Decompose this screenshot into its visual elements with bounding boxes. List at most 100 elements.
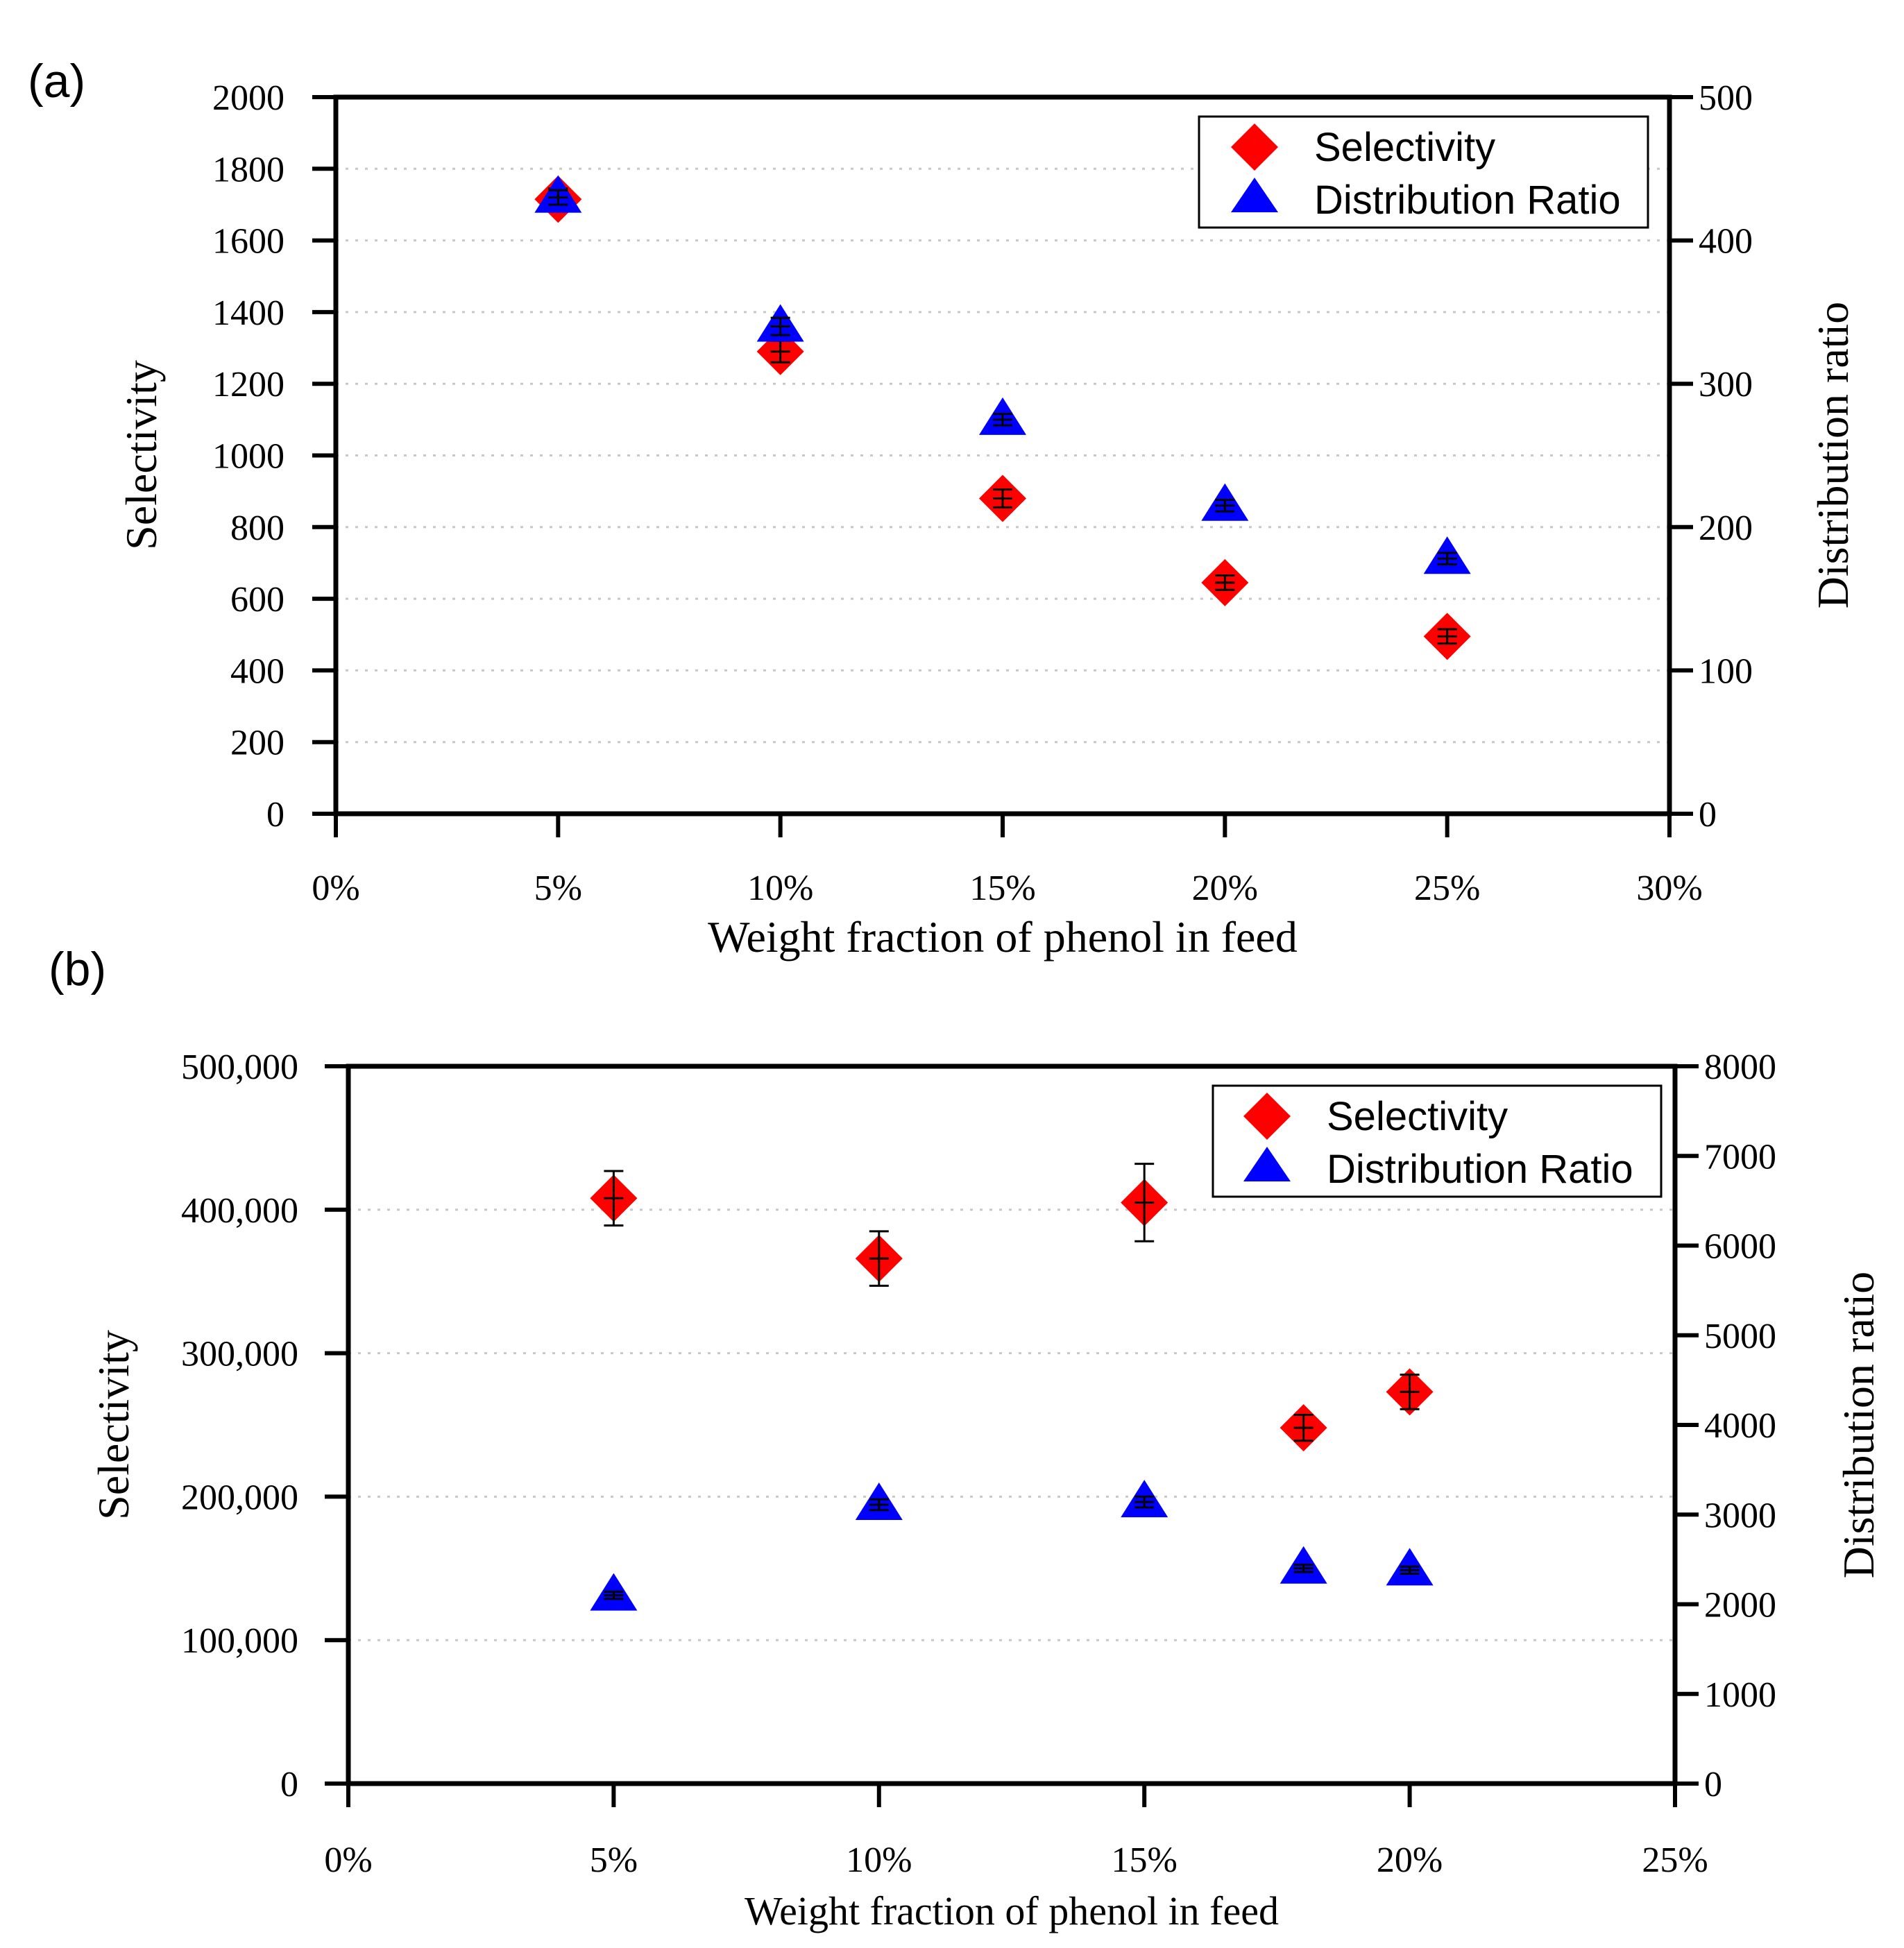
- y-right-ticks-a: 0 100 200 300 400 500: [1669, 78, 1753, 835]
- x-tick-label-b-1: 5%: [590, 1840, 638, 1880]
- selectivity-point-a-4: [1423, 613, 1471, 660]
- y-right-tick-label-a-2: 200: [1699, 509, 1753, 548]
- y-right-tick-label-b-7: 7000: [1704, 1137, 1776, 1177]
- legend-triangle-marker-b: [1243, 1147, 1291, 1181]
- x-tick-label-a-4: 20%: [1192, 869, 1258, 908]
- x-ticks-b: 0% 5% 10% 15% 20% 25%: [324, 1784, 1708, 1880]
- selectivity-error-bar-b-2: [1134, 1163, 1155, 1242]
- y-left-tick-label-a-8: 1600: [212, 222, 284, 262]
- distribution-error-bar-a-2: [993, 413, 1012, 427]
- x-tick-label-b-0: 0%: [324, 1840, 372, 1880]
- selectivity-point-b-2: [1121, 1163, 1168, 1242]
- distribution-point-b-2: [1121, 1480, 1168, 1518]
- chart-panel-a: (a) 0% 5% 10% 15% 20% 25% 30% 0 200 400 600 800 100…: [28, 55, 1858, 962]
- distribution-error-bar-b-4: [1400, 1565, 1420, 1575]
- x-ticks-a: 0% 5% 10% 15% 20% 25% 30%: [312, 814, 1703, 908]
- distribution-point-b-3: [1280, 1546, 1327, 1584]
- y-left-axis-title-b: Selectivity: [89, 1330, 138, 1520]
- distribution-error-bar-b-3: [1293, 1564, 1314, 1573]
- y-right-axis-title-a: Distribution ratio: [1808, 302, 1858, 609]
- selectivity-point-a-3: [1201, 558, 1249, 606]
- legend-label-distribution-b: Distribution Ratio: [1327, 1147, 1633, 1192]
- y-right-axis-title-b: Distribution ratio: [1834, 1272, 1883, 1579]
- y-right-tick-label-b-5: 5000: [1704, 1317, 1776, 1356]
- y-left-tick-label-b-4: 400,000: [181, 1191, 298, 1231]
- selectivity-error-bar-b-0: [604, 1170, 624, 1227]
- selectivity-error-bar-b-1: [869, 1230, 889, 1287]
- x-tick-label-a-5: 25%: [1414, 869, 1480, 908]
- y-right-tick-label-b-8: 8000: [1704, 1048, 1776, 1087]
- distribution-error-bar-b-1: [869, 1498, 889, 1512]
- selectivity-error-bar-a-4: [1437, 628, 1457, 645]
- distribution-point-a-3: [1201, 483, 1249, 521]
- y-left-ticks-a: 0 200 400 600 800 1000 1200 1400 1600 1800 2000: [212, 78, 336, 835]
- chart-panel-b: (b) 0% 5% 10% 15% 20% 25% 0 100,000 200,000 300,…: [49, 943, 1883, 1933]
- distribution-point-a-4: [1423, 536, 1471, 574]
- y-left-tick-label-b-1: 100,000: [181, 1621, 298, 1661]
- distribution-point-b-0: [590, 1573, 638, 1611]
- y-left-tick-label-b-3: 300,000: [181, 1335, 298, 1374]
- selectivity-error-bar-b-3: [1293, 1414, 1314, 1442]
- y-left-tick-label-a-6: 1200: [212, 365, 284, 404]
- y-right-tick-label-a-1: 100: [1699, 651, 1753, 691]
- data-marks-a: [534, 175, 1471, 660]
- selectivity-error-bar-b-4: [1400, 1374, 1420, 1410]
- panel-label-b: (b): [49, 943, 106, 996]
- x-tick-label-b-2: 10%: [846, 1840, 912, 1880]
- distribution-error-bar-b-0: [604, 1590, 624, 1600]
- distribution-error-bar-b-2: [1134, 1495, 1155, 1509]
- y-left-ticks-b: 0 100,000 200,000 300,000 400,000 500,000: [181, 1048, 348, 1804]
- y-left-tick-label-b-2: 200,000: [181, 1478, 298, 1517]
- y-right-ticks-b: 0 1000 2000 3000 4000 5000 6000 7000 8000: [1675, 1048, 1776, 1804]
- legend-label-selectivity-b: Selectivity: [1327, 1094, 1508, 1139]
- legend-label-selectivity-a: Selectivity: [1314, 125, 1495, 170]
- y-right-tick-label-a-0: 0: [1699, 795, 1717, 835]
- distribution-point-a-1: [756, 304, 804, 342]
- selectivity-point-b-4: [1386, 1368, 1434, 1416]
- y-left-tick-label-b-0: 0: [280, 1765, 298, 1804]
- y-left-tick-label-a-9: 1800: [212, 150, 284, 189]
- selectivity-point-b-3: [1280, 1404, 1327, 1452]
- x-axis-title-a: Weight fraction of phenol in feed: [708, 912, 1298, 962]
- distribution-error-bar-a-4: [1437, 552, 1457, 566]
- distribution-point-b-1: [855, 1483, 903, 1521]
- x-tick-label-b-4: 20%: [1377, 1840, 1443, 1880]
- distribution-error-bar-a-3: [1215, 499, 1235, 513]
- grid-b: [348, 1208, 1675, 1641]
- y-left-tick-label-a-10: 2000: [212, 78, 284, 118]
- selectivity-point-b-0: [590, 1170, 638, 1227]
- y-left-tick-label-a-3: 600: [230, 580, 284, 620]
- selectivity-point-a-2: [979, 475, 1026, 522]
- y-left-tick-label-a-2: 400: [230, 651, 284, 691]
- y-right-tick-label-b-4: 4000: [1704, 1406, 1776, 1446]
- x-tick-label-b-5: 25%: [1642, 1840, 1708, 1880]
- panel-label-a: (a): [28, 55, 85, 108]
- legend-triangle-marker-a: [1231, 178, 1278, 212]
- y-left-tick-label-a-7: 1400: [212, 293, 284, 333]
- distribution-point-a-2: [979, 397, 1026, 435]
- y-right-tick-label-a-5: 500: [1699, 78, 1753, 118]
- distribution-error-bar-a-0: [548, 189, 568, 206]
- y-right-tick-label-b-0: 0: [1704, 1765, 1722, 1804]
- x-tick-label-a-1: 5%: [534, 869, 582, 908]
- y-right-tick-label-a-4: 400: [1699, 222, 1753, 262]
- y-left-tick-label-a-0: 0: [266, 795, 284, 835]
- distribution-point-a-0: [534, 175, 582, 213]
- x-tick-label-a-0: 0%: [312, 869, 359, 908]
- selectivity-error-bar-a-3: [1215, 574, 1235, 591]
- y-right-tick-label-b-2: 2000: [1704, 1586, 1776, 1625]
- y-right-tick-label-b-6: 6000: [1704, 1227, 1776, 1267]
- x-tick-label-b-3: 15%: [1112, 1840, 1178, 1880]
- y-right-tick-label-b-3: 3000: [1704, 1496, 1776, 1535]
- y-left-tick-label-a-5: 1000: [212, 437, 284, 477]
- distribution-point-b-4: [1386, 1548, 1434, 1586]
- legend-a: Selectivity Distribution Ratio: [1198, 115, 1649, 229]
- data-marks-b: [590, 1163, 1434, 1611]
- y-left-tick-label-a-4: 800: [230, 509, 284, 548]
- selectivity-error-bar-a-2: [993, 488, 1012, 509]
- y-right-tick-label-b-1: 1000: [1704, 1675, 1776, 1715]
- x-axis-title-b: Weight fraction of phenol in feed: [745, 1888, 1279, 1933]
- y-right-tick-label-a-3: 300: [1699, 365, 1753, 404]
- y-left-axis-title-a: Selectivity: [117, 360, 166, 550]
